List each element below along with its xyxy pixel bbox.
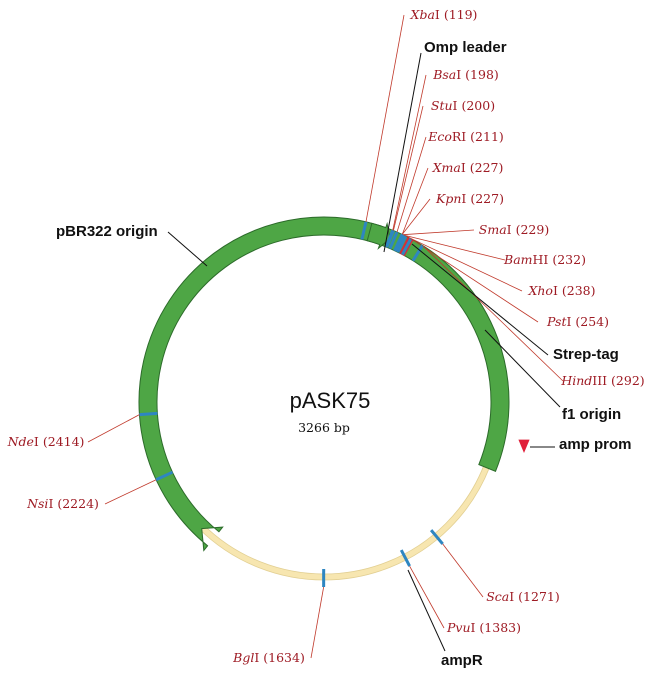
site-leader-line <box>104 479 157 505</box>
strep-tag-label: Strep-tag <box>553 346 619 363</box>
site-leader-line <box>405 235 523 292</box>
site-tick <box>429 529 444 545</box>
site-enzyme-name: Pst <box>546 314 567 329</box>
site-enzyme-position: I (1271) <box>509 589 559 604</box>
site-leader-line <box>403 234 506 261</box>
site-label: XhoI (238) <box>527 283 595 298</box>
site-leader-line <box>401 167 429 235</box>
site-enzyme-name: Eco <box>427 129 452 144</box>
site-enzyme-position: I (227) <box>461 191 504 206</box>
strep-tag-line <box>411 243 549 356</box>
site-enzyme-name: Pvu <box>446 620 471 635</box>
restriction-sites: XbaI (119) BsaI (198) StuI (200) EcoRI (211… <box>7 7 645 665</box>
site-enzyme-position: I (1383) <box>471 620 521 635</box>
site-enzyme-position: RI (211) <box>452 129 504 144</box>
site-enzyme-name: Hind <box>560 373 592 388</box>
f1-origin-label: f1 origin <box>562 406 621 423</box>
amp-prom-label: amp prom <box>559 436 632 453</box>
site-label: XbaI (119) <box>410 7 478 22</box>
site-label: KpnI (227) <box>435 191 504 206</box>
site-leader-line <box>442 543 484 598</box>
plasmid-name: pASK75 <box>290 388 371 413</box>
site-label: PstI (254) <box>546 314 609 329</box>
pbr322-origin-label: pBR322 origin <box>56 223 158 240</box>
site-tick <box>411 244 424 262</box>
site-enzyme-name: Xho <box>527 283 552 298</box>
f1-origin-line <box>484 329 561 408</box>
site-enzyme-position: I (227) <box>461 160 504 175</box>
site-label: XmaI (227) <box>432 160 504 175</box>
site-enzyme-position: I (198) <box>456 67 499 82</box>
site-enzyme-name: Stu <box>431 98 453 113</box>
site-leader-line <box>409 565 445 629</box>
site-label: ScaI (1271) <box>486 589 560 604</box>
site-label: BamHI (232) <box>503 252 586 267</box>
site-enzyme-position: I (254) <box>566 314 609 329</box>
site-leader-line <box>402 229 475 236</box>
site-leader-line <box>392 74 427 231</box>
site-enzyme-name: Bgl <box>232 650 254 665</box>
site-label: PvuI (1383) <box>446 620 521 635</box>
site-tick <box>139 411 158 417</box>
site-enzyme-position: I (2414) <box>34 434 84 449</box>
site-label: BsaI (198) <box>432 67 499 82</box>
site-tick <box>396 235 408 253</box>
site-enzyme-name: Sma <box>479 222 507 237</box>
site-label: SmaI (229) <box>479 222 549 237</box>
site-label: EcoRI (211) <box>427 129 504 144</box>
site-enzyme-name: Sca <box>486 589 509 604</box>
site-enzyme-position: III (292) <box>592 373 644 388</box>
omp-leader-label: Omp leader <box>424 39 507 56</box>
site-enzyme-position: I (2224) <box>48 496 98 511</box>
site-label: NsiI (2224) <box>26 496 99 511</box>
site-leader-line <box>401 198 431 235</box>
site-enzyme-name: Bsa <box>432 67 456 82</box>
site-label: BglI (1634) <box>232 650 305 665</box>
ampr-line <box>407 569 446 652</box>
site-tick <box>399 549 411 567</box>
amp-prom-marker <box>518 439 530 454</box>
ampr-gene-arrow <box>138 216 510 552</box>
site-tick <box>401 237 413 256</box>
site-label: NdeI (2414) <box>7 434 85 449</box>
site-leader-line <box>396 136 427 233</box>
site-enzyme-position: I (229) <box>507 222 550 237</box>
site-enzyme-position: I (1634) <box>254 650 304 665</box>
site-leader-line <box>393 105 424 231</box>
site-leader-line <box>410 238 539 323</box>
site-enzyme-name: Xba <box>410 7 435 22</box>
site-tick <box>155 470 174 482</box>
site-enzyme-name: Bam <box>503 252 533 267</box>
site-label: HindIII (292) <box>560 373 644 388</box>
plasmid-size: 3266 bp <box>298 420 350 435</box>
site-enzyme-name: Xma <box>432 160 461 175</box>
site-enzyme-name: Nde <box>7 434 34 449</box>
site-enzyme-position: HI (232) <box>533 252 586 267</box>
ampr-label: ampR <box>441 652 483 669</box>
site-enzyme-position: I (200) <box>453 98 496 113</box>
feature-leader-lines <box>167 52 561 652</box>
site-leader-line <box>87 414 140 443</box>
site-tick <box>360 221 368 240</box>
site-tick <box>388 231 399 250</box>
site-tick <box>394 234 406 253</box>
site-leader-line <box>422 245 564 382</box>
site-enzyme-position: I (238) <box>553 283 596 298</box>
site-tick <box>385 229 395 248</box>
site-leader-line <box>365 14 405 222</box>
site-enzyme-name: Nsi <box>26 496 48 511</box>
pbr322-origin-line <box>167 231 208 267</box>
omp-leader-arrow <box>366 221 391 250</box>
site-enzyme-position: I (119) <box>435 7 478 22</box>
site-label: StuI (200) <box>431 98 495 113</box>
site-leader-line <box>310 586 325 659</box>
omp-leader-line <box>383 52 422 253</box>
site-enzyme-name: Kpn <box>435 191 461 206</box>
